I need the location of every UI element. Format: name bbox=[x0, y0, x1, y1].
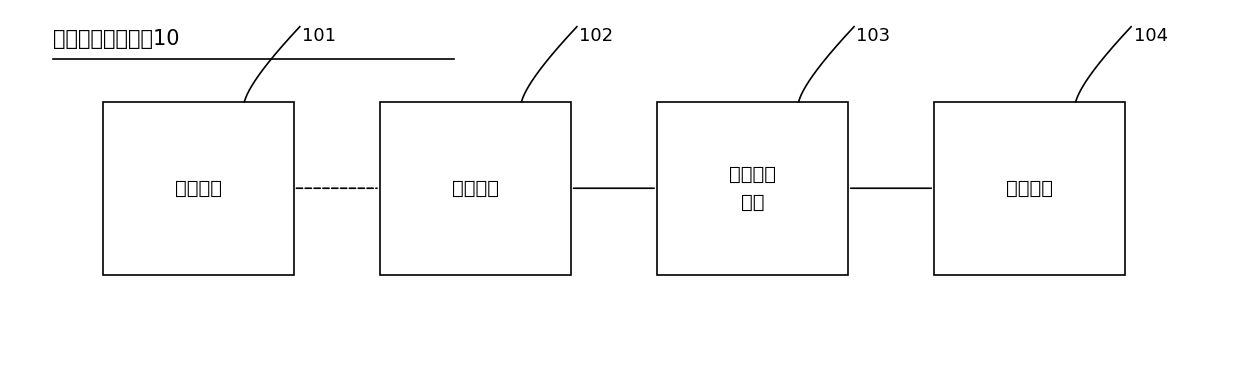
Text: 发射模块: 发射模块 bbox=[175, 179, 222, 198]
Text: 显示模块: 显示模块 bbox=[1006, 179, 1053, 198]
Text: 101: 101 bbox=[303, 27, 336, 45]
Bar bbox=[657, 102, 848, 275]
Text: 成像处理
模块: 成像处理 模块 bbox=[729, 165, 776, 212]
Text: 102: 102 bbox=[579, 27, 614, 45]
Text: 接收模块: 接收模块 bbox=[451, 179, 498, 198]
Bar bbox=[934, 102, 1125, 275]
Text: 彩色血流成像系统10: 彩色血流成像系统10 bbox=[53, 28, 180, 49]
Bar bbox=[379, 102, 570, 275]
Text: 104: 104 bbox=[1133, 27, 1168, 45]
Text: 103: 103 bbox=[857, 27, 890, 45]
Bar bbox=[103, 102, 294, 275]
